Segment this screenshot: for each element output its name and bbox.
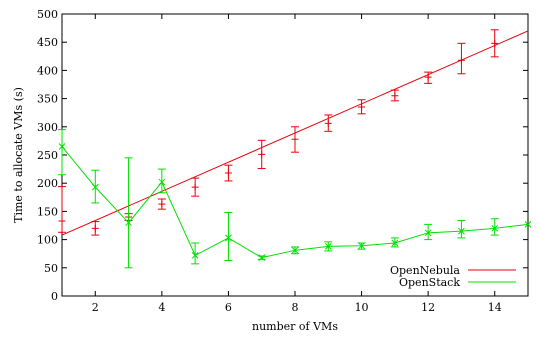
x-tick-label: 8: [292, 301, 299, 314]
y-tick-label: 500: [37, 8, 58, 21]
series-opennebula: [58, 29, 529, 236]
data-point: [324, 243, 332, 250]
series-openstack: [58, 129, 532, 269]
data-point: [324, 119, 332, 127]
legend-label-openstack: OpenStack: [399, 276, 460, 289]
y-tick-label: 0: [51, 290, 58, 303]
data-point: [224, 169, 232, 177]
y-tick-label: 100: [37, 234, 58, 247]
data-point: [158, 178, 166, 186]
data-point: [191, 252, 199, 259]
data-point: [391, 239, 399, 247]
data-point: [125, 219, 132, 227]
series-line: [61, 146, 529, 259]
y-axis-label: Time to allocate VMs (s): [12, 87, 25, 223]
data-point: [358, 242, 365, 250]
data-point: [424, 229, 432, 237]
y-tick-label: 250: [37, 149, 58, 162]
y-tick-label: 200: [37, 177, 58, 190]
data-point: [491, 39, 499, 47]
y-tick-label: 400: [37, 64, 58, 77]
data-point: [91, 183, 99, 191]
data-point: [258, 150, 266, 158]
data-point: [91, 224, 99, 232]
x-tick-label: 4: [158, 301, 165, 314]
y-tick-label: 300: [37, 121, 58, 134]
data-point: [491, 224, 499, 232]
data-point: [457, 56, 465, 64]
y-tick-label: 450: [37, 36, 58, 49]
y-tick-label: 50: [44, 262, 58, 275]
data-point: [424, 73, 432, 81]
x-tick-label: 10: [355, 301, 369, 314]
y-tick-label: 150: [37, 205, 58, 218]
x-tick-label: 6: [225, 301, 232, 314]
series-layer: [58, 29, 532, 269]
y-tick-label: 350: [37, 93, 58, 106]
x-tick-label: 14: [488, 301, 502, 314]
x-axis-label: number of VMs: [252, 320, 338, 333]
data-point: [58, 217, 66, 225]
data-point: [191, 183, 199, 191]
data-point: [358, 103, 366, 111]
data-point: [291, 135, 299, 143]
x-tick-label: 2: [92, 301, 99, 314]
x-tick-label: 12: [421, 301, 435, 314]
data-point: [258, 254, 266, 262]
data-point: [524, 221, 532, 228]
legend-label-opennebula: OpenNebula: [390, 264, 460, 277]
data-point: [225, 234, 232, 242]
data-point: [158, 200, 166, 208]
axes: 0 50 100 150 200 250 300 350 400 450 500 2 4 6 8 10 12 14: [37, 8, 529, 314]
data-point: [58, 143, 66, 150]
data-point: [391, 92, 399, 100]
data-point: [291, 246, 299, 254]
data-point: [458, 227, 465, 235]
